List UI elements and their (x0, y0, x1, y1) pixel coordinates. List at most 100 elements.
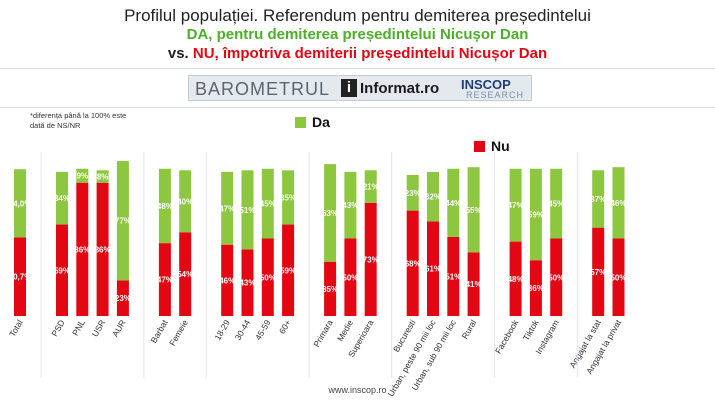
informat-logo: Informat.ro (360, 80, 440, 97)
bar-da-medie (344, 171, 357, 239)
label-nu-bucuresti: 68% (405, 259, 421, 268)
bar-da-45-59 (261, 168, 274, 239)
label-nu-pnl: 86% (74, 245, 90, 254)
chart-subtitle-nu-line: vs. NU, împotriva demiterii președintelu… (0, 45, 715, 62)
brand-banner: BAROMETRUL i Informat.ro INSCOP RESEARCH (188, 75, 532, 101)
tick-label-rural: Rural (460, 318, 479, 341)
label-nu-facebook: 48% (508, 275, 524, 284)
bar-da-aur (116, 161, 129, 281)
label-nu-usr: 86% (95, 245, 111, 254)
label-da-facebook: 47% (508, 201, 524, 210)
bar-nu-45-59 (261, 238, 274, 316)
tick-label-barbat: Barbat (148, 317, 170, 344)
bar-da-superioara (364, 170, 377, 203)
label-da-pnl: 9% (77, 172, 89, 181)
label-nu-femeie: 54% (177, 270, 193, 279)
tick-label-pnl: PNL (70, 318, 87, 338)
tick-label-18-29: 18-29 (212, 318, 232, 342)
bar-nu-femeie (179, 232, 192, 316)
tick-label-psd: PSD (49, 318, 66, 338)
legend-nu-swatch (474, 141, 485, 152)
bar-nu-tiktok (529, 260, 542, 316)
label-da-aur: 77% (115, 217, 131, 226)
label-da-30-44: 51% (239, 206, 255, 215)
label-da-tiktok: 59% (528, 210, 544, 219)
inscop-logo: INSCOP (461, 77, 511, 92)
bar-nu-angajat-la-stat (592, 227, 605, 316)
tick-label-tiktok: Tiktok (521, 317, 541, 342)
bar-da-18-29 (221, 171, 234, 245)
label-nu-urban-sub-90-mii-loc: 51% (445, 272, 461, 281)
legend-da-swatch (295, 117, 306, 128)
bar-da-rural (467, 167, 480, 253)
label-da-psd: 34% (54, 194, 70, 203)
bar-nu-urban-peste-90-mii-loc (427, 221, 439, 316)
label-nu-angajat-la-privat: 50% (610, 273, 626, 282)
bar-da-barbat (158, 168, 171, 244)
tick-label-medie: Medie (335, 318, 355, 343)
label-nu-angajat-la-stat: 57% (590, 268, 606, 277)
tick-label-30-44: 30-44 (233, 318, 253, 342)
bar-nu-total (14, 237, 26, 316)
chart-subtitle-nu: NU, împotriva demiterii președintelui Ni… (192, 45, 548, 62)
bar-nu-superioara (364, 202, 377, 316)
bar-nu-angajat-la-privat (612, 238, 625, 316)
label-da-angajat-la-stat: 37% (590, 195, 606, 204)
label-nu-aur: 23% (115, 294, 131, 303)
label-da-primara: 63% (322, 209, 338, 218)
label-da-usr: 8% (97, 173, 109, 182)
label-nu-superioara: 73% (363, 255, 379, 264)
tick-label-45-59: 45-59 (253, 318, 273, 342)
subtitle-vs: vs. (167, 45, 193, 62)
label-da-medie: 43% (342, 201, 358, 210)
label-nu-instagram: 50% (548, 273, 564, 282)
bar-da-primara (324, 164, 337, 262)
label-nu-psd: 59% (54, 266, 70, 275)
bar-nu-pnl (76, 182, 89, 316)
bar-da-60 (282, 170, 295, 225)
label-nu-medie: 50% (342, 273, 358, 282)
label-nu-60: 59% (280, 266, 296, 275)
bar-nu-medie (344, 238, 357, 316)
tick-label-aur: AUR (110, 318, 128, 339)
bar-da-usr (96, 170, 109, 183)
label-da-45-59: 45% (260, 200, 276, 209)
label-nu-urban-peste-90-mii-loc: 61% (425, 265, 441, 274)
label-nu-45-59: 50% (260, 273, 276, 282)
label-da-rural: 55% (466, 206, 482, 215)
bar-da-psd (56, 171, 68, 225)
tick-label-femeie: Femeie (167, 318, 190, 348)
bar-da-femeie (179, 170, 192, 233)
bar-nu-instagram (550, 238, 563, 316)
label-nu-rural: 41% (466, 280, 482, 289)
tick-label-total: Total (7, 318, 25, 339)
label-da-urban-peste-90-mii-loc: 32% (425, 193, 441, 202)
bar-nu-urban-sub-90-mii-loc (447, 236, 460, 316)
chart-subtitle-da: DA, pentru demiterea președintelui Nicuș… (186, 26, 529, 43)
label-da-angajat-la-privat: 46% (610, 199, 626, 208)
bar-nu-rural (467, 252, 480, 316)
bar-da-bucuresti (406, 174, 419, 211)
bar-da-urban-sub-90-mii-loc (447, 168, 460, 237)
chart-title: Profilul populației. Referendum pentru d… (124, 6, 591, 25)
bar-da-pnl (76, 168, 89, 183)
bar-nu-aur (116, 280, 129, 316)
label-nu-30-44: 43% (239, 279, 255, 288)
tick-label-facebook: Facebook (493, 317, 521, 355)
label-da-60: 35% (280, 193, 296, 202)
legend-da-label: Da (312, 114, 330, 130)
bar-nu-30-44 (241, 249, 254, 316)
bar-da-urban-peste-90-mii-loc (427, 171, 439, 222)
label-nu-primara: 35% (322, 285, 338, 294)
label-nu-18-29: 46% (219, 276, 235, 285)
bar-da-angajat-la-stat (592, 170, 605, 228)
bar-nu-psd (56, 224, 68, 316)
tick-label-usr: USR (90, 318, 108, 339)
bar-da-30-44 (241, 170, 254, 250)
tick-label-primara: Primara (311, 318, 335, 349)
bar-nu-18-29 (221, 244, 234, 316)
bar-da-total (14, 169, 26, 238)
bar-nu-usr (96, 182, 109, 316)
header-divider (0, 68, 715, 69)
